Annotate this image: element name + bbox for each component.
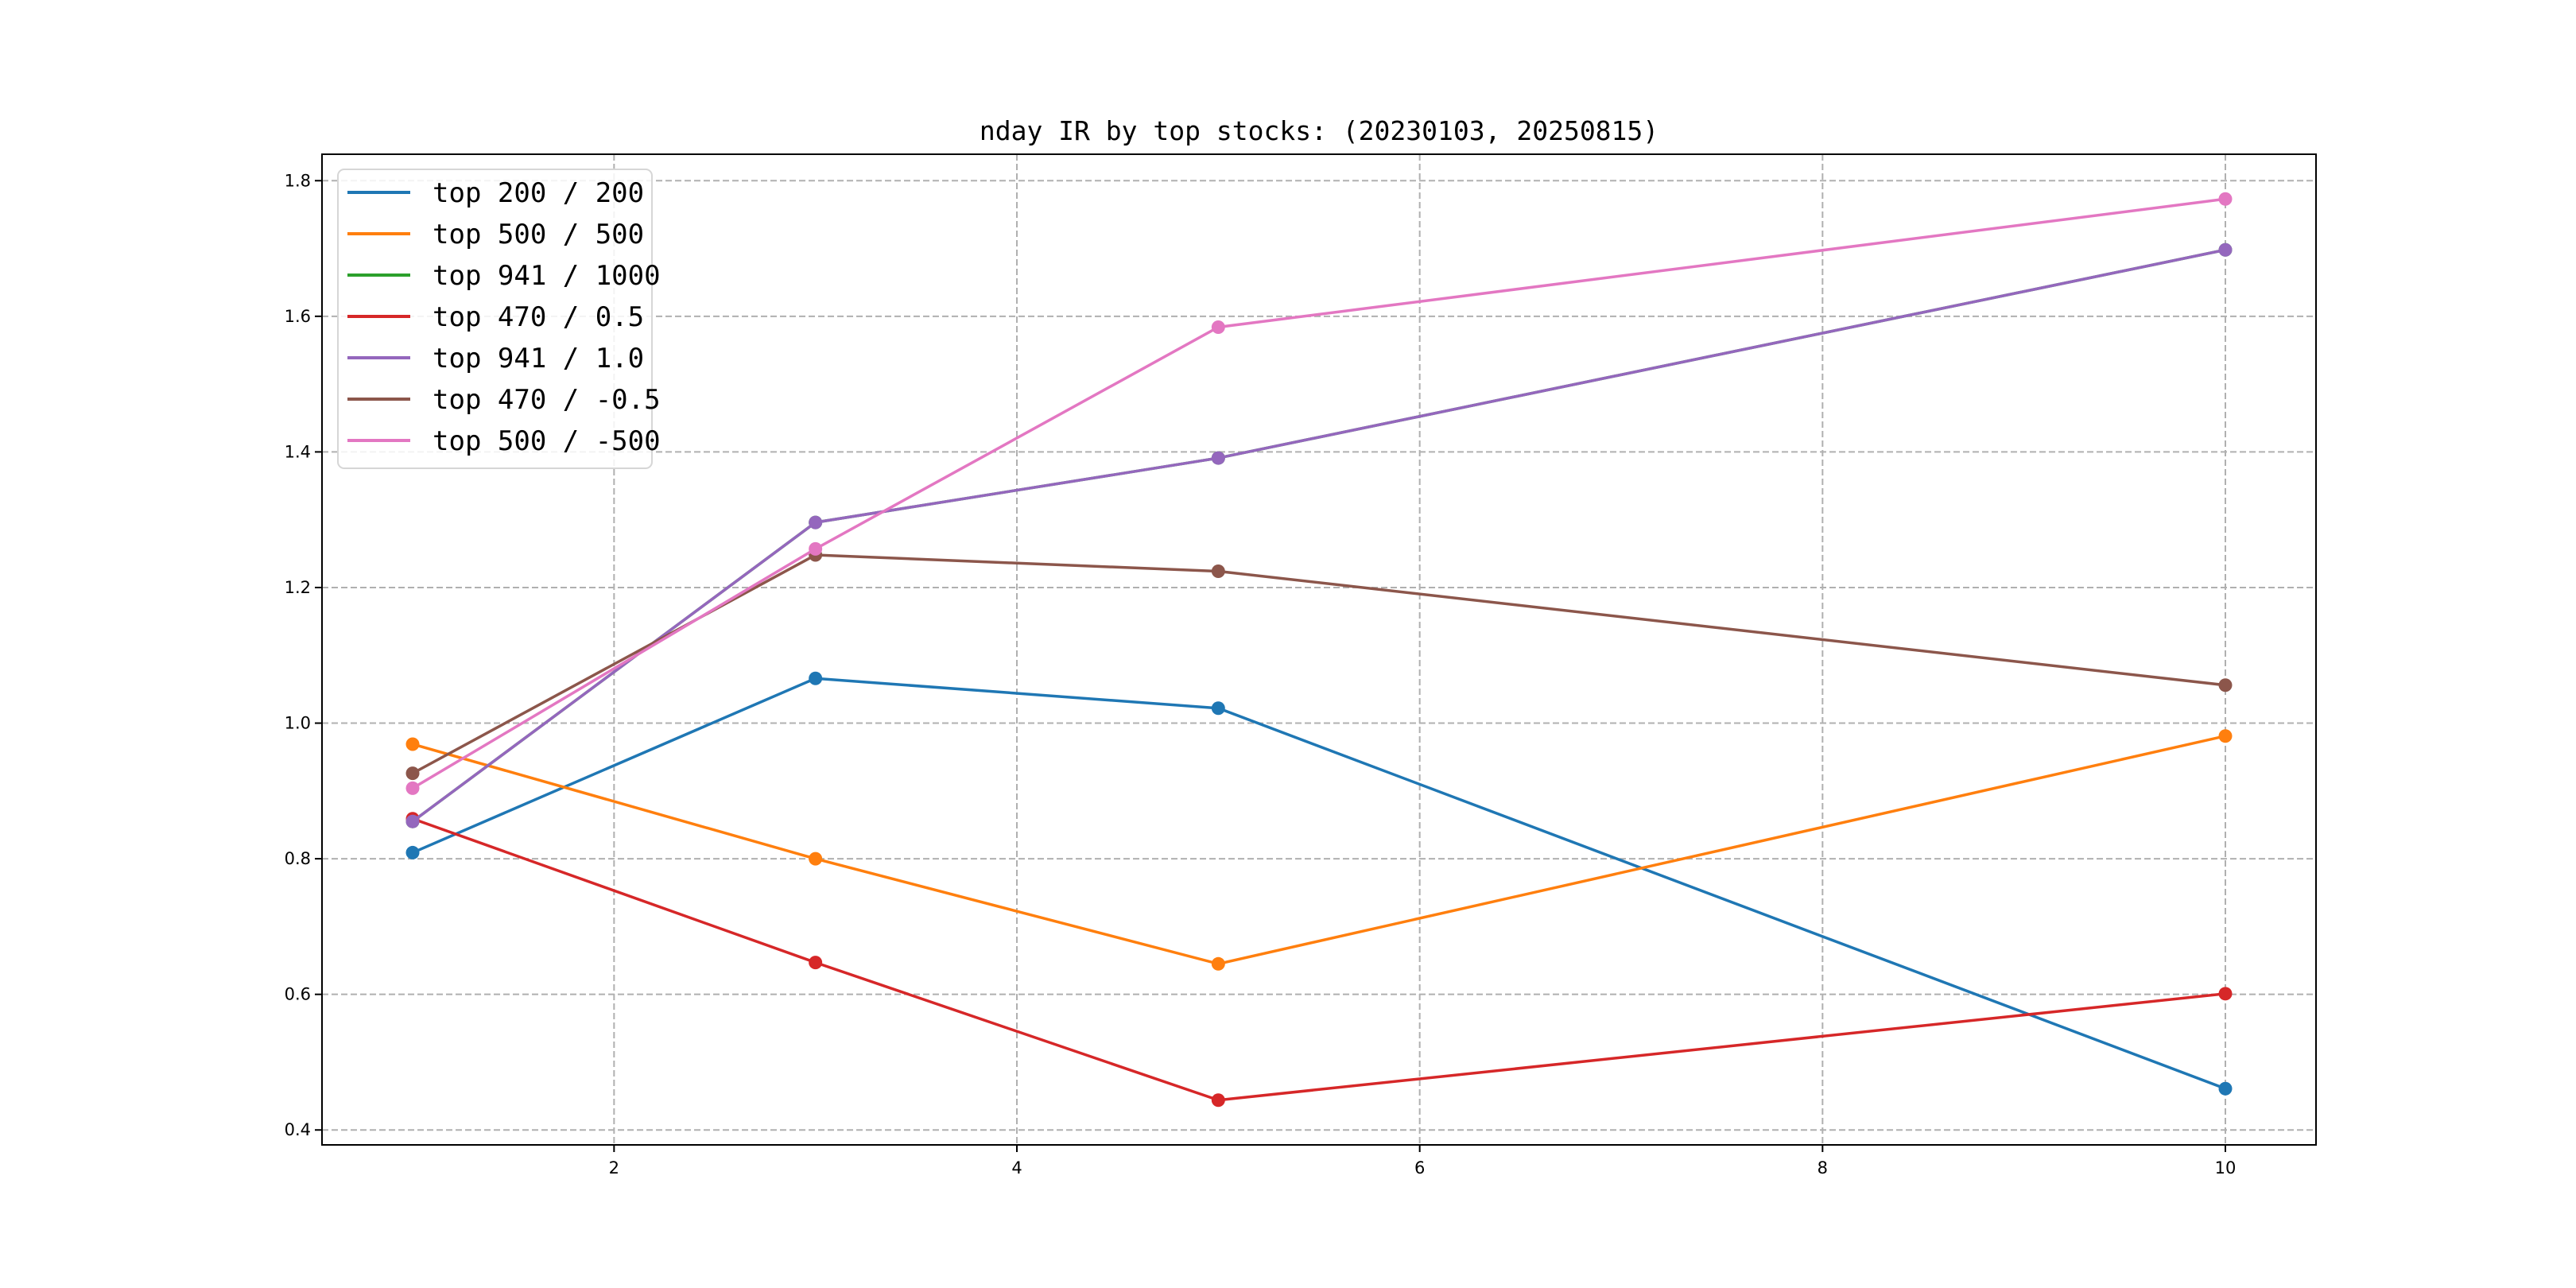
data-point xyxy=(1211,320,1225,334)
x-tick-label: 4 xyxy=(1011,1158,1022,1177)
x-tick-label: 8 xyxy=(1818,1158,1828,1177)
legend-label: top 470 / -0.5 xyxy=(433,384,661,416)
series-line-5 xyxy=(412,553,2226,775)
series-line-6 xyxy=(412,197,2226,789)
data-point xyxy=(1211,956,1225,971)
y-tick-label: 0.4 xyxy=(285,1120,311,1139)
y-tick-label: 1.4 xyxy=(285,442,311,461)
x-tick-label: 10 xyxy=(2215,1158,2237,1177)
y-tick-label: 1.2 xyxy=(285,578,311,597)
data-point xyxy=(405,766,420,781)
data-point xyxy=(809,956,823,970)
y-tick-label: 0.6 xyxy=(285,985,311,1004)
series-lines xyxy=(405,192,2233,1108)
data-point xyxy=(809,852,823,866)
y-tick-label: 1.0 xyxy=(285,714,311,733)
plot-frame xyxy=(321,153,2317,1146)
data-point xyxy=(1211,564,1225,578)
series-line-0 xyxy=(412,677,2226,1090)
data-point xyxy=(405,737,420,751)
legend-label: top 500 / 500 xyxy=(433,219,644,250)
data-point xyxy=(405,781,420,795)
data-point xyxy=(2218,729,2233,743)
data-point xyxy=(809,515,823,530)
legend-label: top 470 / 0.5 xyxy=(433,301,644,333)
legend-label: top 500 / -500 xyxy=(433,425,661,457)
data-point xyxy=(405,814,420,828)
y-tick-label: 0.8 xyxy=(285,849,311,868)
data-point xyxy=(809,541,823,556)
data-point xyxy=(2218,1081,2233,1096)
chart-title: nday IR by top stocks: (20230103, 202508… xyxy=(980,115,1658,146)
data-point xyxy=(2218,678,2233,692)
legend-box xyxy=(337,169,653,469)
x-tick-label: 2 xyxy=(609,1158,619,1177)
x-tick-label: 6 xyxy=(1414,1158,1425,1177)
series-line-4 xyxy=(411,248,2226,823)
data-point xyxy=(1211,701,1225,716)
grid xyxy=(322,154,2316,1145)
data-point xyxy=(2218,192,2233,206)
y-tick-label: 1.8 xyxy=(285,171,311,190)
data-point xyxy=(809,671,823,685)
data-point xyxy=(405,845,420,859)
legend-label: top 200 / 200 xyxy=(433,177,644,209)
legend-label: top 941 / 1000 xyxy=(433,260,661,292)
series-line-1 xyxy=(412,735,2226,966)
y-tick-label: 1.6 xyxy=(285,307,311,326)
data-point xyxy=(2218,242,2233,257)
series-line-3 xyxy=(412,817,2226,1102)
data-point xyxy=(1211,1093,1225,1108)
data-point xyxy=(2218,987,2233,1001)
data-point xyxy=(1211,451,1225,465)
axis-ticks: 2 4 6 8 10 0.4 0.6 0.8 1.0 1.2 1.4 1.6 1.8 xyxy=(285,171,2237,1177)
legend: top 200 / 200 top 500 / 500 top 941 / 1000… xyxy=(337,169,661,469)
legend-label: top 941 / 1.0 xyxy=(433,343,644,374)
